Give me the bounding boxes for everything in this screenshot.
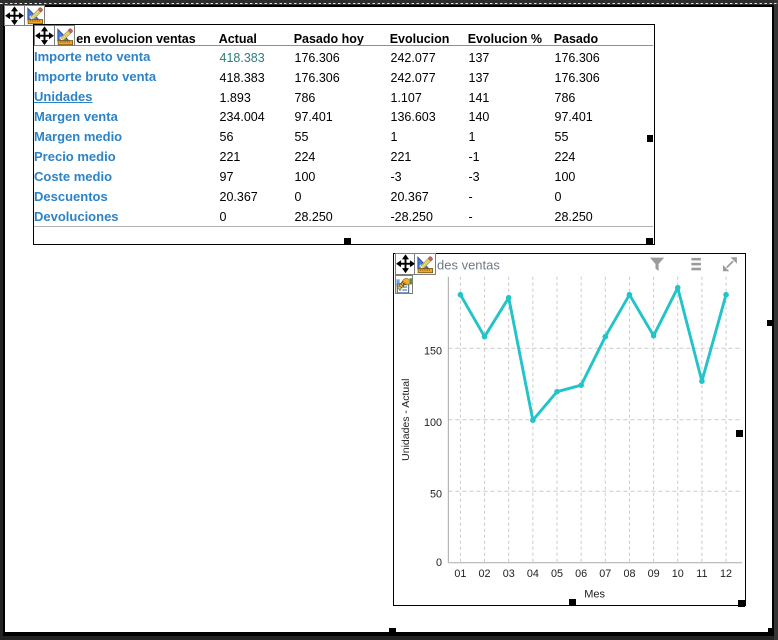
svg-text:Mes: Mes — [584, 588, 605, 600]
svg-text:12: 12 — [720, 568, 732, 580]
svg-text:150: 150 — [424, 345, 442, 357]
svg-text:100: 100 — [424, 417, 442, 429]
svg-text:09: 09 — [648, 568, 660, 580]
svg-text:01: 01 — [454, 568, 466, 580]
svg-text:50: 50 — [430, 488, 442, 500]
svg-text:03: 03 — [503, 568, 515, 580]
svg-text:08: 08 — [623, 568, 635, 580]
svg-text:11: 11 — [696, 568, 707, 580]
svg-text:des ventas: des ventas — [437, 257, 500, 272]
svg-text:05: 05 — [551, 568, 563, 580]
svg-text:Unidades - Actual: Unidades - Actual — [400, 378, 412, 460]
svg-text:04: 04 — [527, 568, 539, 580]
svg-text:10: 10 — [672, 568, 684, 580]
svg-text:0: 0 — [436, 557, 442, 569]
svg-text:07: 07 — [599, 568, 611, 580]
svg-text:06: 06 — [575, 568, 587, 580]
svg-text:02: 02 — [479, 568, 491, 580]
